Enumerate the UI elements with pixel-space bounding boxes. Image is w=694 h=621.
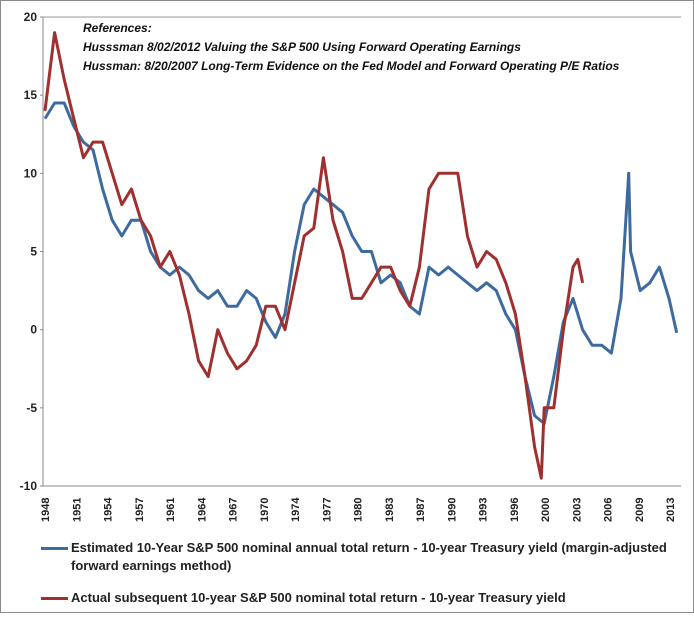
legend: Estimated 10-Year S&P 500 nominal annual… [41, 539, 681, 621]
x-tick-label: 1996 [509, 498, 521, 522]
legend-swatch-blue [41, 547, 68, 550]
x-tick-label: 1974 [290, 497, 302, 522]
y-tick-label: 15 [24, 88, 38, 102]
legend-item-actual: Actual subsequent 10-year S&P 500 nomina… [41, 589, 681, 607]
x-tick-label: 1954 [103, 497, 115, 522]
x-tick-label: 1967 [228, 498, 240, 522]
legend-label: Estimated 10-Year S&P 500 nominal annual… [71, 540, 667, 573]
x-tick-label: 2003 [571, 498, 583, 522]
x-tick-label: 2006 [603, 498, 615, 522]
references-annotation: References: Husssman 8/02/2012 Valuing t… [83, 19, 619, 76]
legend-label: Actual subsequent 10-year S&P 500 nomina… [71, 590, 566, 605]
series-estimated-line [43, 101, 679, 425]
y-tick-label: -10 [20, 479, 38, 493]
x-tick-label: 1977 [321, 498, 333, 522]
reference-line: Hussman: 8/20/2007 Long-Term Evidence on… [83, 59, 620, 73]
x-tick-label: 1948 [40, 498, 52, 522]
x-tick-label: 1970 [259, 498, 271, 522]
references-heading: References: [83, 21, 152, 35]
x-tick-label: 2000 [540, 498, 552, 522]
legend-item-estimated: Estimated 10-Year S&P 500 nominal annual… [41, 539, 681, 575]
x-tick-label: 2013 [665, 498, 677, 522]
legend-swatch-red [41, 597, 68, 600]
series-actual-line [43, 31, 585, 480]
x-tick-label: 1961 [165, 498, 177, 522]
x-tick-label: 1957 [134, 498, 146, 522]
x-tick-label: 1964 [196, 497, 208, 522]
x-tick-label: 1951 [71, 498, 83, 522]
x-tick-label: 1983 [384, 498, 396, 522]
y-tick-label: 10 [24, 166, 38, 180]
y-tick-label: 20 [24, 10, 38, 24]
x-tick-label: 2009 [634, 498, 646, 522]
x-tick-label: 1980 [353, 498, 365, 522]
y-tick-label: 0 [30, 323, 37, 337]
y-tick-label: 5 [30, 245, 37, 259]
x-tick-label: 1990 [446, 498, 458, 522]
x-tick-label: 1987 [415, 498, 427, 522]
reference-line: Husssman 8/02/2012 Valuing the S&P 500 U… [83, 40, 521, 54]
x-tick-label: 1993 [478, 498, 490, 522]
y-tick-label: -5 [26, 401, 37, 415]
